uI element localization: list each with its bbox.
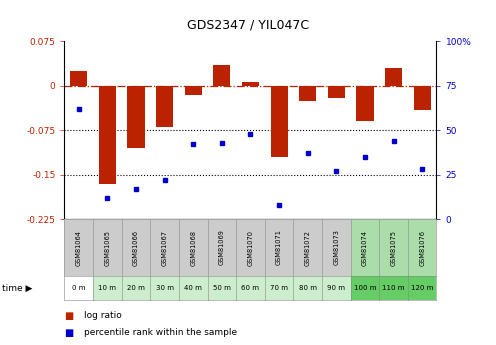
Bar [356, 86, 373, 121]
Text: 20 m: 20 m [127, 285, 145, 291]
Text: GSM81067: GSM81067 [162, 229, 168, 266]
Text: 30 m: 30 m [156, 285, 174, 291]
Text: GSM81070: GSM81070 [248, 229, 253, 266]
Bar [70, 71, 87, 86]
Text: GSM81076: GSM81076 [419, 229, 425, 266]
Text: GSM81065: GSM81065 [104, 229, 111, 266]
Text: GSM81064: GSM81064 [76, 229, 82, 266]
Bar [299, 86, 316, 101]
Text: ■: ■ [64, 328, 74, 338]
Text: 110 m: 110 m [382, 285, 405, 291]
Text: GSM81069: GSM81069 [219, 230, 225, 265]
Text: 0 m: 0 m [72, 285, 85, 291]
Text: GSM81072: GSM81072 [305, 229, 310, 266]
Bar [99, 86, 116, 184]
Text: 40 m: 40 m [185, 285, 202, 291]
Text: GSM81075: GSM81075 [390, 229, 397, 266]
Bar [385, 68, 402, 86]
Text: percentile rank within the sample: percentile rank within the sample [84, 328, 238, 337]
Bar [127, 86, 145, 148]
Bar [270, 86, 288, 157]
Text: GSM81071: GSM81071 [276, 230, 282, 265]
Text: GSM81074: GSM81074 [362, 229, 368, 266]
Text: 80 m: 80 m [299, 285, 317, 291]
Bar [213, 65, 231, 86]
Text: 10 m: 10 m [98, 285, 117, 291]
Bar [185, 86, 202, 95]
Text: 90 m: 90 m [327, 285, 345, 291]
Text: GSM81066: GSM81066 [133, 229, 139, 266]
Bar [414, 86, 431, 109]
Bar [328, 86, 345, 98]
Text: ■: ■ [64, 311, 74, 321]
Bar [242, 82, 259, 86]
Bar [156, 86, 173, 127]
Text: log ratio: log ratio [84, 311, 122, 320]
Text: 70 m: 70 m [270, 285, 288, 291]
Text: GSM81068: GSM81068 [190, 229, 196, 266]
Text: 50 m: 50 m [213, 285, 231, 291]
Text: 120 m: 120 m [411, 285, 434, 291]
Text: 60 m: 60 m [242, 285, 259, 291]
Text: GDS2347 / YIL047C: GDS2347 / YIL047C [187, 19, 309, 32]
Text: 100 m: 100 m [354, 285, 376, 291]
Text: GSM81073: GSM81073 [333, 230, 339, 265]
Text: time ▶: time ▶ [2, 284, 33, 293]
